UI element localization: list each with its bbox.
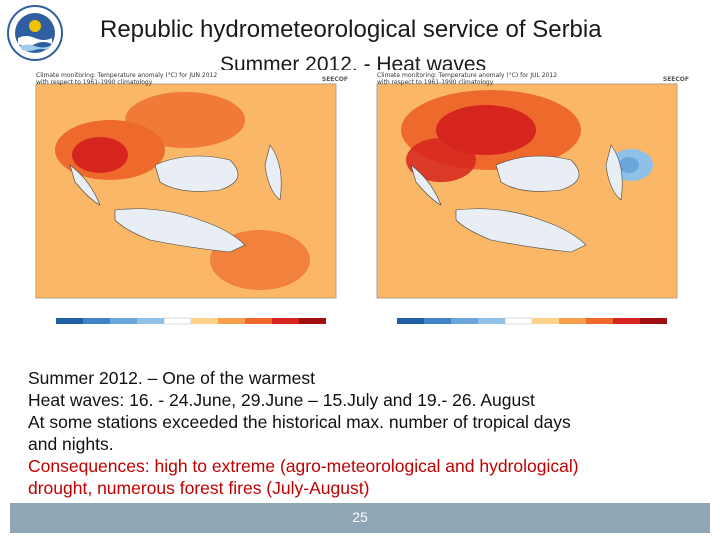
page-title: Republic hydrometeorological service of …	[100, 16, 602, 43]
rhmss-logo	[7, 5, 63, 61]
map-june-graphic	[35, 83, 337, 325]
map-caption-line2: with respect to 1961-1990 climatology	[36, 79, 153, 86]
summary-line-heat-waves: Heat waves: 16. - 24.June, 29.June – 15.…	[28, 390, 535, 410]
summary-line-stations: At some stations exceeded the historical…	[28, 412, 571, 432]
map-july-graphic	[376, 83, 678, 325]
summary-text: Summer 2012. – One of the warmest Heat w…	[28, 367, 698, 499]
temperature-anomaly-map-july: Climate monitoring: Temperature anomaly …	[371, 70, 697, 332]
map-caption: Climate monitoring: Temperature anomaly …	[377, 72, 557, 86]
map-caption: Climate monitoring: Temperature anomaly …	[36, 72, 217, 86]
summary-line-drought: drought, numerous forest fires (July-Aug…	[28, 478, 370, 498]
summary-line-consequences: Consequences: high to extreme (agro-mete…	[28, 456, 579, 476]
temperature-anomaly-map-june: Climate monitoring: Temperature anomaly …	[30, 70, 356, 332]
summary-line-warmest: Summer 2012. – One of the warmest	[28, 368, 315, 388]
summary-line-nights: and nights.	[28, 434, 114, 454]
footer-bar: 25	[10, 503, 710, 533]
map-caption-line1: Climate monitoring: Temperature anomaly …	[377, 72, 558, 79]
seecof-logo: SEECOF	[662, 76, 689, 83]
page-number: 25	[352, 509, 368, 525]
map-caption-line2: with respect to 1961-1990 climatology	[377, 79, 494, 86]
map-caption-line1: Climate monitoring: Temperature anomaly …	[36, 72, 218, 79]
seecof-logo: SEECOF	[321, 76, 348, 83]
